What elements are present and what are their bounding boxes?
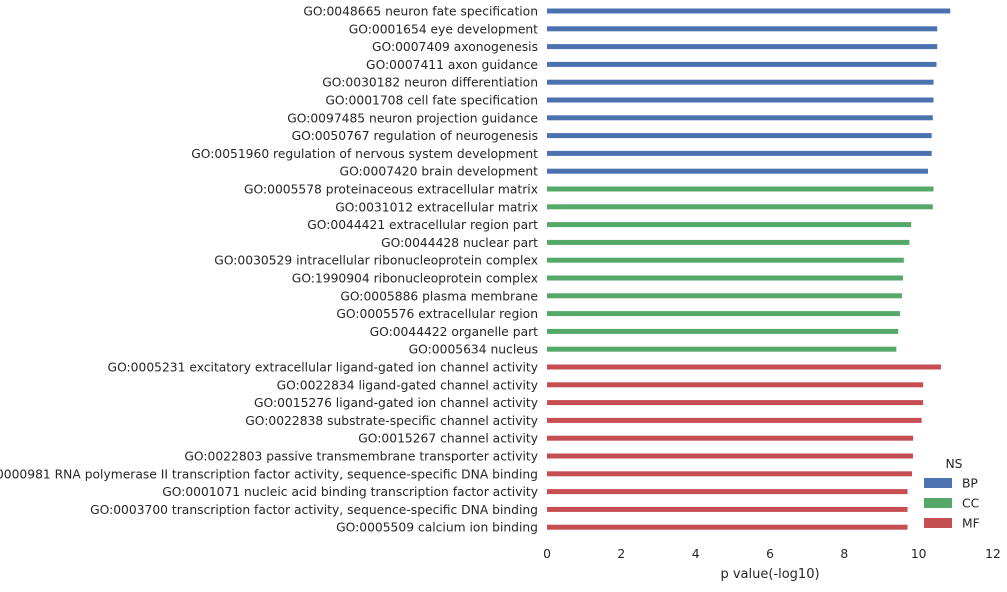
category-label: GO:0005576 extracellular region: [336, 307, 538, 321]
bar: [547, 471, 912, 477]
category-label: GO:0001708 cell fate specification: [325, 94, 538, 108]
category-label: GO:0015276 ligand-gated ion channel acti…: [254, 396, 538, 410]
category-label: GO:0044422 organelle part: [370, 325, 539, 339]
bar: [547, 435, 914, 441]
category-label: GO:0051960 regulation of nervous system …: [191, 147, 538, 161]
bar: [547, 524, 908, 530]
legend-swatch: [924, 478, 952, 488]
category-label: GO:0003700 transcription factor activity…: [90, 503, 538, 517]
bar: [547, 275, 904, 281]
category-label: GO:0007420 brain development: [340, 165, 539, 179]
legend-label: CC: [962, 497, 979, 511]
category-labels-group: GO:0048665 neuron fate specification GO:0…: [0, 5, 538, 535]
category-label: GO:0005886 plasma membrane: [340, 289, 538, 303]
bar: [547, 8, 951, 14]
bar: [547, 328, 899, 334]
bar: [547, 417, 922, 423]
bars-group: [547, 8, 951, 530]
legend-swatch: [924, 518, 952, 528]
legend-label: BP: [962, 477, 978, 491]
bar: [547, 168, 928, 174]
bar: [547, 204, 933, 210]
bar: [547, 97, 934, 103]
bar: [547, 186, 934, 192]
category-label: GO:0044428 nuclear part: [381, 236, 538, 250]
x-tick-label: 0: [543, 547, 551, 561]
category-label: GO:0001071 nucleic acid binding transcri…: [162, 485, 538, 499]
category-label: GO:0001654 eye development: [349, 22, 538, 36]
x-tick-label: 10: [911, 547, 927, 561]
bar: [547, 44, 938, 50]
x-tick-label: 4: [692, 547, 700, 561]
bar: [547, 453, 914, 459]
x-tick-label: 8: [840, 547, 848, 561]
category-label: GO:0031012 extracellular matrix: [335, 200, 538, 214]
category-label: GO:0005509 calcium ion binding: [336, 521, 538, 535]
category-label: GO:1990904 ribonucleoprotein complex: [292, 272, 538, 286]
x-tick-label: 6: [766, 547, 774, 561]
bar: [547, 239, 910, 245]
bar: [547, 346, 897, 352]
category-label: GO:0097485 neuron projection guidance: [287, 111, 538, 125]
category-label: GO:0007411 axon guidance: [366, 58, 538, 72]
bar: [547, 26, 938, 32]
bar: [547, 133, 932, 139]
category-label: GO:0022803 passive transmembrane transpo…: [184, 450, 538, 464]
category-label: GO:0050767 regulation of neurogenesis: [292, 129, 538, 143]
category-label: GO:0005578 proteinaceous extracellular m…: [244, 183, 538, 197]
bar: [547, 489, 908, 495]
category-label: GO:0015267 channel activity: [358, 432, 538, 446]
bar: [547, 150, 932, 156]
x-axis-label: p value(-log10): [720, 567, 819, 582]
legend-swatch: [924, 498, 952, 508]
legend-label: MF: [962, 517, 980, 531]
x-tick-label: 12: [985, 547, 1001, 561]
category-label: GO:0007409 axonogenesis: [372, 40, 538, 54]
category-label: GO:0030529 intracellular ribonucleoprote…: [214, 254, 538, 268]
bar: [547, 115, 933, 121]
category-label: GO:0005634 nucleus: [409, 343, 538, 357]
bar: [547, 311, 901, 317]
legend-title: NS: [945, 457, 962, 471]
bar: [547, 506, 908, 512]
category-label: GO:0000981 RNA polymerase II transcripti…: [0, 467, 538, 481]
category-label: GO:0048665 neuron fate specification: [303, 5, 538, 19]
bar: [547, 257, 904, 263]
bar: [547, 79, 934, 85]
category-label: GO:0022838 substrate-specific channel ac…: [245, 414, 538, 428]
x-tick-label: 2: [617, 547, 625, 561]
bar: [547, 382, 924, 388]
category-label: GO:0030182 neuron differentiation: [322, 76, 538, 90]
bar: [547, 61, 937, 67]
bar: [547, 293, 902, 299]
bar: [547, 222, 912, 228]
category-label: GO:0044421 extracellular region part: [307, 218, 538, 232]
x-tick-labels-group: 0 2 4 6 8 10 12: [543, 547, 1001, 561]
category-label: GO:0005231 excitatory extracellular liga…: [108, 361, 538, 375]
category-label: GO:0022834 ligand-gated channel activity: [277, 378, 538, 392]
bar: [547, 364, 941, 370]
bar: [547, 400, 924, 406]
